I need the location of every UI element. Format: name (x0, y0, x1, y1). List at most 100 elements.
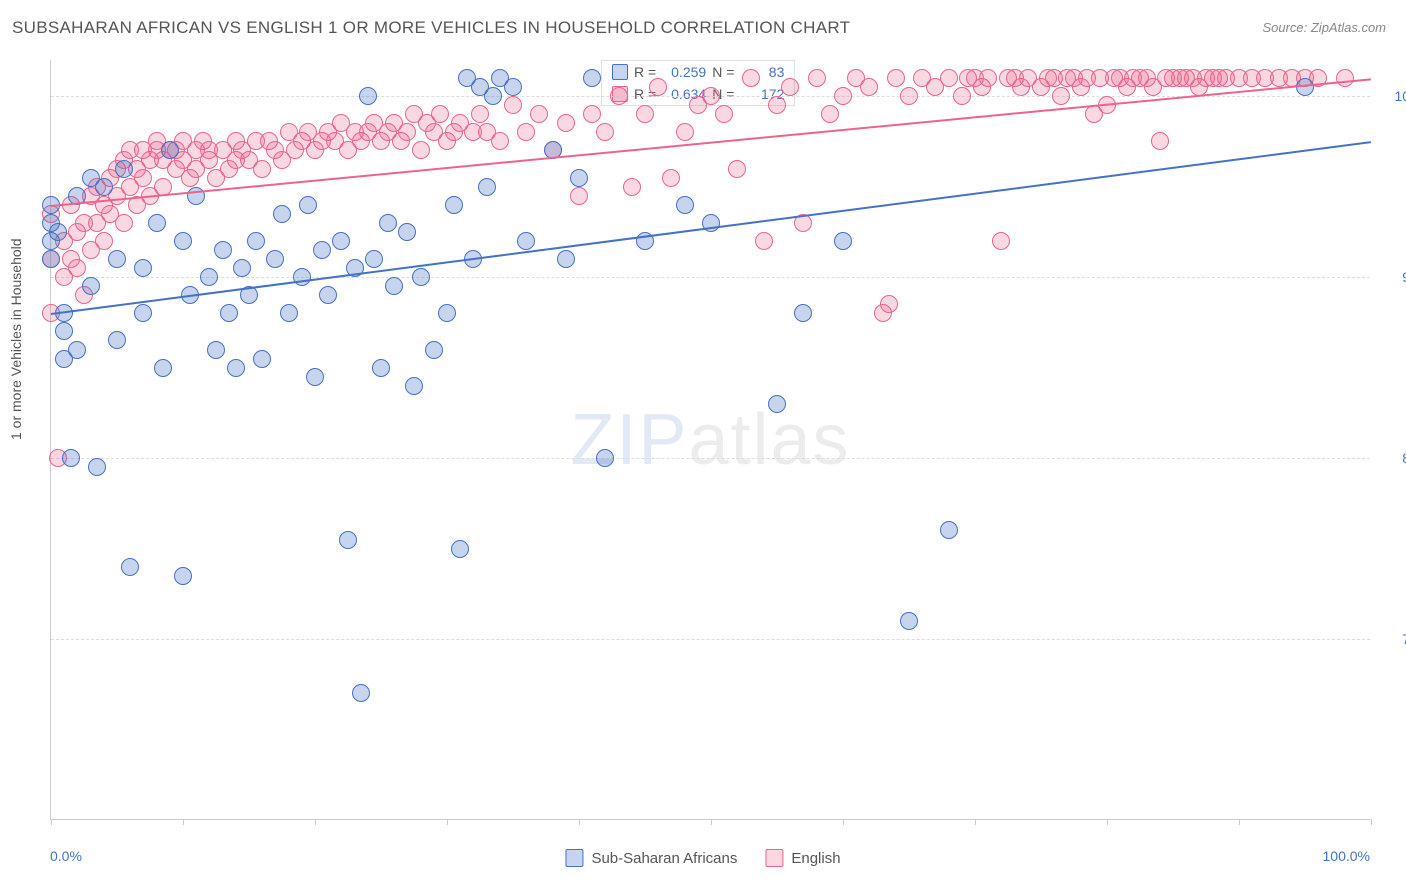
scatter-point-pink (583, 105, 601, 123)
scatter-point-blue (174, 232, 192, 250)
scatter-point-blue (794, 304, 812, 322)
scatter-point-pink (557, 114, 575, 132)
x-tick (1239, 819, 1240, 825)
scatter-point-blue (134, 304, 152, 322)
scatter-point-pink (491, 132, 509, 150)
scatter-point-blue (220, 304, 238, 322)
watermark: ZIPatlas (570, 399, 850, 481)
stats-r-label: R = (634, 64, 656, 80)
scatter-point-pink (880, 295, 898, 313)
y-axis-label: 1 or more Vehicles in Household (8, 238, 24, 440)
scatter-point-blue (319, 286, 337, 304)
scatter-point-pink (517, 123, 535, 141)
scatter-point-pink (768, 96, 786, 114)
chart-title: SUBSAHARAN AFRICAN VS ENGLISH 1 OR MORE … (12, 18, 850, 38)
scatter-point-blue (517, 232, 535, 250)
scatter-point-blue (49, 223, 67, 241)
stats-row-blue: R = 0.259 N = 83 (602, 61, 794, 83)
y-tick-label: 90.0% (1382, 269, 1406, 285)
scatter-point-pink (610, 87, 628, 105)
scatter-point-blue (306, 368, 324, 386)
scatter-point-blue (154, 359, 172, 377)
scatter-point-blue (227, 359, 245, 377)
legend: Sub-Saharan Africans English (565, 849, 840, 867)
scatter-point-blue (445, 196, 463, 214)
scatter-point-pink (662, 169, 680, 187)
scatter-point-pink (781, 78, 799, 96)
scatter-point-pink (596, 123, 614, 141)
scatter-point-pink (834, 87, 852, 105)
scatter-point-pink (504, 96, 522, 114)
x-tick (183, 819, 184, 825)
watermark-atlas: atlas (688, 400, 850, 480)
scatter-point-blue (398, 223, 416, 241)
scatter-point-blue (768, 395, 786, 413)
scatter-point-blue (233, 259, 251, 277)
scatter-point-pink (1052, 87, 1070, 105)
scatter-point-pink (900, 87, 918, 105)
scatter-point-blue (214, 241, 232, 259)
scatter-point-pink (623, 178, 641, 196)
scatter-point-blue (583, 69, 601, 87)
x-axis-min-label: 0.0% (50, 848, 82, 864)
scatter-point-blue (161, 141, 179, 159)
scatter-point-blue (940, 521, 958, 539)
scatter-point-blue (438, 304, 456, 322)
scatter-point-blue (42, 250, 60, 268)
scatter-point-blue (253, 350, 271, 368)
scatter-point-blue (504, 78, 522, 96)
scatter-point-blue (88, 458, 106, 476)
scatter-point-blue (478, 178, 496, 196)
scatter-point-pink (636, 105, 654, 123)
y-tick-label: 80.0% (1382, 450, 1406, 466)
scatter-point-pink (715, 105, 733, 123)
scatter-point-pink (979, 69, 997, 87)
scatter-point-pink (471, 105, 489, 123)
scatter-point-blue (108, 331, 126, 349)
legend-swatch-blue (565, 849, 583, 867)
scatter-point-pink (431, 105, 449, 123)
scatter-point-blue (95, 178, 113, 196)
x-tick (315, 819, 316, 825)
x-tick (975, 819, 976, 825)
scatter-point-blue (207, 341, 225, 359)
scatter-point-pink (649, 78, 667, 96)
scatter-point-pink (742, 69, 760, 87)
scatter-point-pink (412, 141, 430, 159)
scatter-point-blue (379, 214, 397, 232)
scatter-point-blue (412, 268, 430, 286)
x-tick (711, 819, 712, 825)
scatter-point-blue (55, 322, 73, 340)
scatter-point-blue (115, 160, 133, 178)
scatter-point-blue (108, 250, 126, 268)
gridline (51, 639, 1370, 640)
scatter-point-blue (359, 87, 377, 105)
scatter-point-blue (339, 531, 357, 549)
gridline (51, 458, 1370, 459)
scatter-point-blue (451, 540, 469, 558)
chart-container: SUBSAHARAN AFRICAN VS ENGLISH 1 OR MORE … (0, 0, 1406, 892)
stats-n-label: N = (712, 64, 734, 80)
scatter-point-blue (313, 241, 331, 259)
scatter-point-blue (385, 277, 403, 295)
x-tick (579, 819, 580, 825)
x-tick (447, 819, 448, 825)
legend-swatch-pink (765, 849, 783, 867)
scatter-point-blue (900, 612, 918, 630)
scatter-point-blue (596, 449, 614, 467)
scatter-point-pink (1336, 69, 1354, 87)
scatter-point-blue (82, 277, 100, 295)
x-tick (1107, 819, 1108, 825)
y-tick-label: 70.0% (1382, 631, 1406, 647)
x-tick (1371, 819, 1372, 825)
chart-source: Source: ZipAtlas.com (1262, 20, 1386, 35)
scatter-point-blue (405, 377, 423, 395)
scatter-point-pink (728, 160, 746, 178)
scatter-point-blue (425, 341, 443, 359)
scatter-point-blue (68, 341, 86, 359)
scatter-point-pink (134, 169, 152, 187)
scatter-point-blue (293, 268, 311, 286)
scatter-point-blue (484, 87, 502, 105)
scatter-point-pink (808, 69, 826, 87)
scatter-point-pink (1151, 132, 1169, 150)
